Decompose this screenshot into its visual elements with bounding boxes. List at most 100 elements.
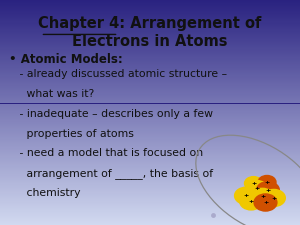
Circle shape	[254, 194, 277, 211]
Bar	[0, 46, 300, 47]
Bar	[0, 92, 300, 93]
Circle shape	[235, 187, 257, 204]
Bar	[0, 38, 300, 39]
Bar	[0, 64, 300, 65]
Bar	[0, 115, 300, 116]
Bar	[0, 4, 300, 6]
Circle shape	[251, 188, 274, 205]
Bar	[0, 191, 300, 192]
Bar	[0, 184, 300, 186]
Bar	[0, 154, 300, 155]
Text: arrangement of _____, the basis of: arrangement of _____, the basis of	[9, 168, 213, 179]
Bar	[0, 201, 300, 202]
Bar	[0, 107, 300, 108]
Bar	[0, 70, 300, 71]
Bar	[0, 72, 300, 73]
Bar	[0, 0, 300, 1]
Bar	[0, 48, 300, 50]
Text: +: +	[260, 194, 265, 199]
Bar	[0, 74, 300, 75]
Bar	[0, 136, 300, 137]
Bar	[0, 80, 300, 81]
Bar	[0, 179, 300, 180]
Bar	[0, 132, 300, 133]
Bar	[0, 12, 300, 14]
Bar	[0, 44, 300, 45]
Bar	[0, 187, 300, 188]
Bar	[0, 130, 300, 132]
Bar	[0, 35, 300, 36]
Bar	[0, 124, 300, 125]
Bar	[0, 189, 300, 190]
Circle shape	[256, 182, 279, 199]
Bar	[0, 99, 300, 100]
Bar	[0, 88, 300, 89]
Bar	[0, 217, 300, 218]
Bar	[0, 19, 300, 20]
Bar	[0, 96, 300, 97]
Text: - need a model that is focused on: - need a model that is focused on	[9, 148, 203, 158]
Text: +: +	[254, 187, 259, 191]
Bar	[0, 65, 300, 66]
Bar	[0, 15, 300, 16]
Bar	[0, 29, 300, 30]
Circle shape	[262, 189, 285, 207]
Bar	[0, 60, 300, 61]
Bar	[0, 204, 300, 205]
Bar	[0, 51, 300, 52]
Bar	[0, 209, 300, 210]
Bar	[0, 7, 300, 8]
Bar	[0, 87, 300, 88]
Bar	[0, 27, 300, 28]
Bar	[0, 206, 300, 207]
Text: • Atomic Models:: • Atomic Models:	[9, 53, 123, 66]
Bar	[0, 153, 300, 154]
Bar	[0, 112, 300, 114]
Bar	[0, 150, 300, 151]
Text: properties of atoms: properties of atoms	[9, 129, 134, 139]
Text: - inadequate – describes only a few: - inadequate – describes only a few	[9, 109, 213, 119]
Bar	[0, 133, 300, 134]
Bar	[0, 104, 300, 105]
Bar	[0, 58, 300, 60]
Bar	[0, 222, 300, 223]
Bar	[0, 137, 300, 138]
Bar	[0, 180, 300, 181]
Bar	[0, 105, 300, 106]
Circle shape	[240, 193, 262, 210]
Bar	[0, 106, 300, 107]
Bar	[0, 152, 300, 153]
Bar	[0, 56, 300, 57]
Bar	[0, 122, 300, 123]
Bar	[0, 43, 300, 44]
Bar	[0, 78, 300, 79]
Text: - already discussed atomic structure –: - already discussed atomic structure –	[9, 69, 227, 79]
Bar	[0, 123, 300, 124]
Bar	[0, 135, 300, 136]
Bar	[0, 188, 300, 189]
Bar	[0, 50, 300, 51]
Bar	[0, 11, 300, 12]
Bar	[0, 156, 300, 158]
Bar	[0, 125, 300, 126]
Bar	[0, 42, 300, 43]
Bar	[0, 93, 300, 94]
Bar	[0, 151, 300, 152]
Bar	[0, 126, 300, 127]
Bar	[0, 198, 300, 199]
Bar	[0, 25, 300, 26]
Bar	[0, 182, 300, 183]
Bar	[0, 202, 300, 204]
Bar	[0, 111, 300, 112]
Bar	[0, 141, 300, 142]
Bar	[0, 61, 300, 62]
Bar	[0, 223, 300, 224]
Bar	[0, 30, 300, 32]
Bar	[0, 63, 300, 64]
Bar	[0, 181, 300, 182]
Bar	[0, 190, 300, 191]
Bar	[0, 10, 300, 11]
Text: +: +	[251, 181, 256, 186]
Bar	[0, 45, 300, 46]
Bar	[0, 109, 300, 110]
